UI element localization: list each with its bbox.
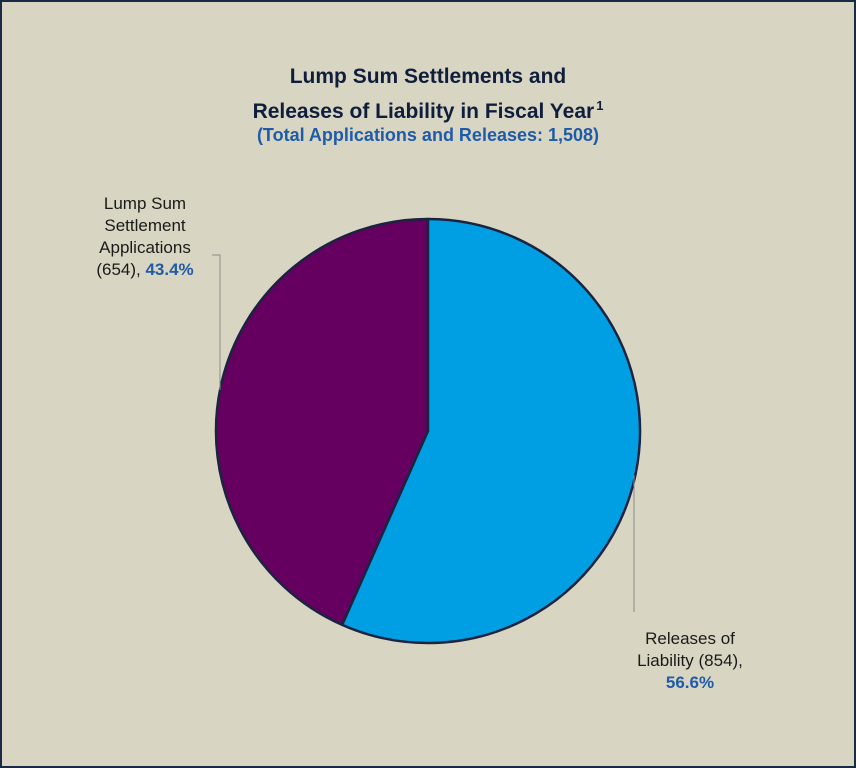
slice-label-releases: Releases of Liability (854), 56.6%: [620, 628, 760, 694]
pie-slice-lump-sum-applications: [214, 217, 430, 627]
label-count: (654),: [96, 260, 146, 279]
pie-slice-releases-of-liability: [340, 217, 642, 645]
title-line-2: Releases of Liability in Fiscal Year: [252, 100, 595, 123]
title-footnote-marker: 1: [596, 98, 604, 113]
title-line-1: Lump Sum Settlements and: [289, 65, 567, 88]
slice-label-lump-sum: Lump Sum Settlement Applications (654), …: [70, 193, 220, 281]
label-line: Liability (854),: [637, 651, 743, 670]
chart-subtitle: (Total Applications and Releases: 1,508): [256, 125, 600, 145]
label-line: Settlement: [104, 216, 186, 235]
label-percent: 56.6%: [665, 673, 715, 692]
label-line: Applications: [99, 238, 191, 257]
leader-line-lump-sum: [212, 254, 221, 390]
label-percent: 43.4%: [145, 260, 194, 279]
label-line: Releases of: [645, 629, 735, 648]
label-line: Lump Sum: [103, 194, 187, 213]
chart-title: Lump Sum Settlements and Releases of Lia…: [0, 62, 856, 126]
